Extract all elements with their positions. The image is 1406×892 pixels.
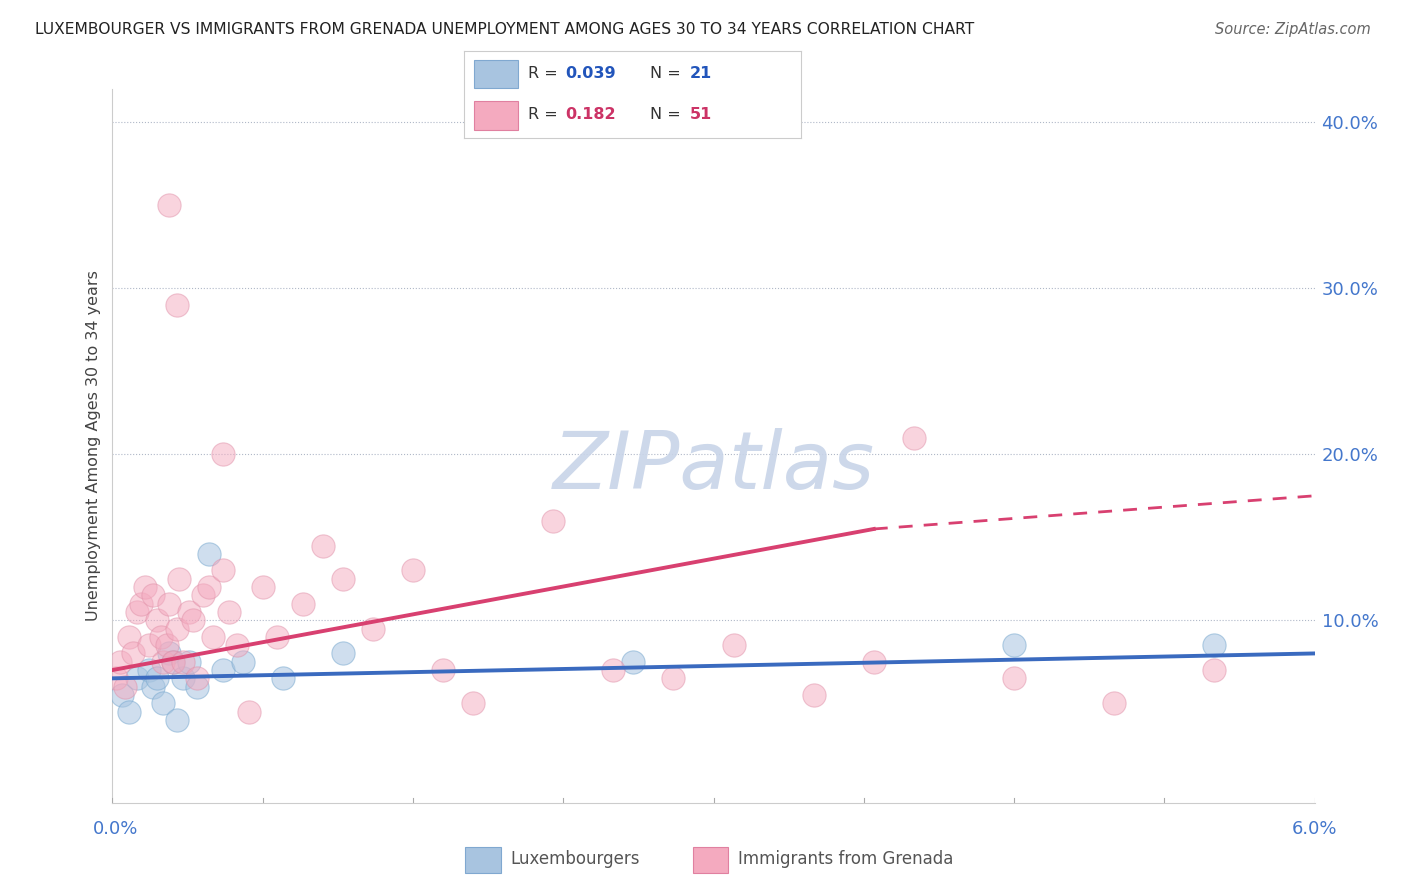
Point: [1102, 696, 1125, 710]
Point: [172, 655, 194, 669]
Point: [291, 597, 314, 611]
Bar: [474, 101, 517, 129]
Point: [157, 597, 180, 611]
Point: [141, 588, 163, 602]
Text: 0.0%: 0.0%: [93, 820, 138, 838]
Text: R =: R =: [529, 107, 562, 122]
Text: N =: N =: [650, 66, 686, 81]
Point: [197, 580, 219, 594]
Point: [166, 713, 188, 727]
Point: [186, 680, 208, 694]
Point: [181, 613, 204, 627]
Point: [621, 655, 644, 669]
Point: [167, 572, 190, 586]
Point: [166, 298, 188, 312]
Point: [266, 630, 288, 644]
Point: [141, 680, 163, 694]
Point: [218, 605, 240, 619]
Point: [155, 638, 177, 652]
Point: [211, 447, 233, 461]
Point: [105, 671, 128, 685]
Text: Immigrants from Grenada: Immigrants from Grenada: [738, 849, 953, 868]
Point: [232, 655, 254, 669]
Point: [803, 688, 825, 702]
Point: [211, 564, 233, 578]
Point: [162, 655, 184, 669]
Point: [1204, 638, 1226, 652]
Point: [157, 647, 180, 661]
Point: [125, 671, 148, 685]
Text: 0.039: 0.039: [565, 66, 616, 81]
Point: [121, 647, 143, 661]
Text: 51: 51: [690, 107, 713, 122]
Point: [138, 663, 160, 677]
Point: [211, 663, 233, 677]
Point: [361, 622, 384, 636]
Point: [186, 671, 208, 685]
Text: 21: 21: [690, 66, 713, 81]
Point: [152, 696, 174, 710]
Point: [238, 705, 260, 719]
Point: [332, 647, 354, 661]
Point: [1002, 638, 1025, 652]
Point: [129, 597, 152, 611]
Point: [117, 705, 139, 719]
Point: [903, 431, 925, 445]
Point: [177, 605, 200, 619]
Point: [172, 671, 194, 685]
Point: [110, 655, 132, 669]
Point: [723, 638, 745, 652]
Point: [157, 198, 180, 212]
Text: ZIPatlas: ZIPatlas: [553, 428, 875, 507]
Bar: [474, 60, 517, 88]
Point: [252, 580, 274, 594]
Point: [197, 547, 219, 561]
Point: [602, 663, 624, 677]
Point: [125, 605, 148, 619]
Point: [149, 630, 172, 644]
Point: [201, 630, 224, 644]
Point: [432, 663, 454, 677]
Y-axis label: Unemployment Among Ages 30 to 34 years: Unemployment Among Ages 30 to 34 years: [86, 270, 101, 622]
Point: [312, 539, 335, 553]
Point: [166, 622, 188, 636]
Point: [162, 655, 184, 669]
Point: [114, 680, 136, 694]
Point: [117, 630, 139, 644]
Point: [145, 671, 167, 685]
Point: [1204, 663, 1226, 677]
Point: [461, 696, 484, 710]
Text: LUXEMBOURGER VS IMMIGRANTS FROM GRENADA UNEMPLOYMENT AMONG AGES 30 TO 34 YEARS C: LUXEMBOURGER VS IMMIGRANTS FROM GRENADA …: [35, 22, 974, 37]
Text: 6.0%: 6.0%: [1292, 820, 1337, 838]
Point: [134, 580, 156, 594]
Point: [402, 564, 425, 578]
Text: 0.182: 0.182: [565, 107, 616, 122]
Point: [271, 671, 294, 685]
Bar: [693, 847, 728, 872]
Point: [862, 655, 886, 669]
Point: [332, 572, 354, 586]
Point: [225, 638, 247, 652]
Point: [662, 671, 685, 685]
Text: R =: R =: [529, 66, 562, 81]
Point: [191, 588, 214, 602]
Point: [138, 638, 160, 652]
Point: [543, 514, 565, 528]
Text: Source: ZipAtlas.com: Source: ZipAtlas.com: [1215, 22, 1371, 37]
Point: [152, 655, 174, 669]
Point: [111, 688, 134, 702]
Text: N =: N =: [650, 107, 686, 122]
Bar: [465, 847, 501, 872]
Point: [1002, 671, 1025, 685]
Point: [177, 655, 200, 669]
Point: [145, 613, 167, 627]
Text: Luxembourgers: Luxembourgers: [510, 849, 640, 868]
